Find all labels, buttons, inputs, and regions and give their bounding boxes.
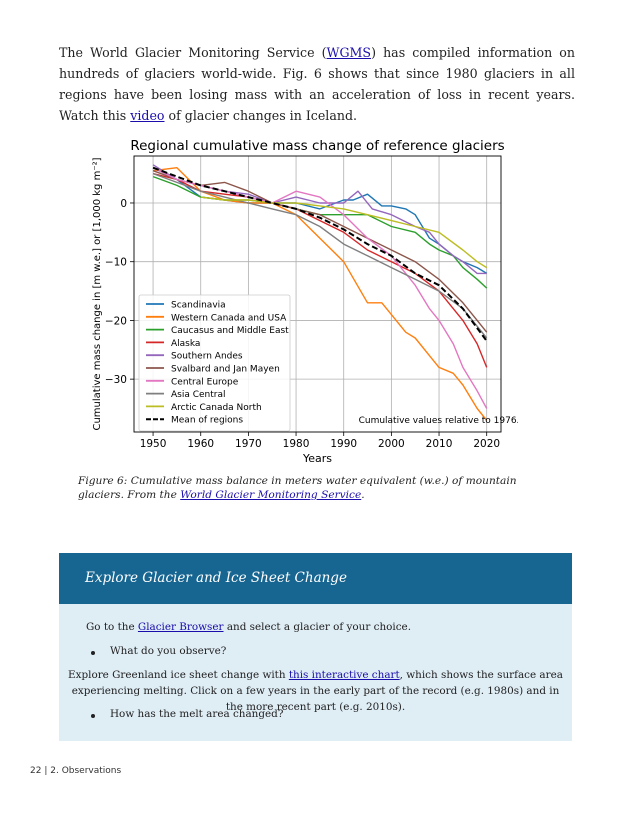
x-tick-label: 1960 xyxy=(187,438,214,450)
wgms-link[interactable]: WGMS xyxy=(326,45,372,60)
y-axis-label: Cumulative mass change in [m w.e.] or [1… xyxy=(92,157,103,430)
legend-label: Central Europe xyxy=(171,377,239,387)
legend-label: Arctic Canada North xyxy=(171,403,262,413)
y-tick-label: 0 xyxy=(120,198,127,210)
glacier-mass-chart: Regional cumulative mass change of refer… xyxy=(92,138,518,465)
p2-text-2: , which shows the surface area experienc… xyxy=(71,669,563,713)
y-tick-label: −30 xyxy=(105,374,127,386)
wgms-caption-link[interactable]: World Glacier Monitoring Service xyxy=(180,489,362,501)
intro-text-2: ) has compiled information on hundreds o… xyxy=(59,45,575,123)
x-tick-label: 2010 xyxy=(426,438,453,450)
series-line-arctic-canada-north xyxy=(200,196,488,269)
section-name: 2. Observations xyxy=(50,766,122,776)
bullet-item-1: What do you observe? xyxy=(110,645,227,657)
greenland-paragraph: Explore Greenland ice sheet change with … xyxy=(67,667,564,715)
legend-box xyxy=(138,294,291,432)
bullet-dot-1 xyxy=(91,651,95,655)
caption-text-1: Figure 6: Cumulative mass balance in met… xyxy=(78,475,517,501)
series-line-mean-of-regions xyxy=(152,166,488,342)
x-tick-label: 2000 xyxy=(378,438,405,450)
x-tick-label: 1950 xyxy=(140,438,167,450)
glacier-browser-paragraph: Go to the Glacier Browser and select a g… xyxy=(86,619,556,635)
p1-text-1: Go to the xyxy=(86,621,138,633)
caption-text-2: . xyxy=(361,489,365,501)
x-tick-label: 1970 xyxy=(235,438,262,450)
glacier-browser-link[interactable]: Glacier Browser xyxy=(137,621,224,633)
legend-label: Asia Central xyxy=(171,390,226,400)
x-tick-label: 1990 xyxy=(330,438,357,450)
bullet-item-2: How has the melt area changed? xyxy=(110,708,284,720)
legend-label: Mean of regions xyxy=(171,416,243,426)
legend-label: Scandinavia xyxy=(171,301,226,311)
explore-box-title: Explore Glacier and Ice Sheet Change xyxy=(85,570,347,586)
legend-label: Western Canada and USA xyxy=(171,313,287,323)
y-tick-label: −20 xyxy=(105,315,127,327)
video-link[interactable]: video xyxy=(130,108,165,123)
p2-text-1: Explore Greenland ice sheet change with xyxy=(68,669,289,681)
x-tick-label: 2020 xyxy=(473,438,500,450)
series-line-alaska xyxy=(152,172,488,368)
explore-box-header: Explore Glacier and Ice Sheet Change xyxy=(59,553,572,604)
legend-label: Svalbard and Jan Mayen xyxy=(171,365,280,375)
legend-label: Caucasus and Middle East xyxy=(171,326,289,336)
legend-label: Alaska xyxy=(171,339,200,349)
y-tick-label: −10 xyxy=(105,257,127,269)
plot-frame xyxy=(133,155,502,433)
intro-paragraph: The World Glacier Monitoring Service (WG… xyxy=(59,42,575,126)
page-footer: 22 | 2. Observations xyxy=(30,766,121,776)
explore-box-body: Go to the Glacier Browser and select a g… xyxy=(59,604,572,741)
series-line-asia-central xyxy=(152,172,488,339)
legend-label: Southern Andes xyxy=(171,352,243,362)
figure-caption: Figure 6: Cumulative mass balance in met… xyxy=(78,474,558,502)
chart-title: Regional cumulative mass change of refer… xyxy=(130,138,504,154)
series-line-svalbard-and-jan-mayen xyxy=(152,170,488,333)
x-tick-label: 1980 xyxy=(283,438,310,450)
intro-text-3: of glacier changes in Iceland. xyxy=(164,108,358,123)
chart-annotation: Cumulative values relative to 1976. xyxy=(359,416,518,426)
page-number: 22 xyxy=(30,766,42,776)
bullet-dot-2 xyxy=(91,714,95,718)
intro-text-1: The World Glacier Monitoring Service ( xyxy=(59,45,327,60)
footer-separator: | xyxy=(44,766,48,776)
p1-text-2: and select a glacier of your choice. xyxy=(223,621,411,633)
interactive-chart-link[interactable]: this interactive chart xyxy=(288,669,400,681)
x-axis-label: Years xyxy=(302,452,332,465)
